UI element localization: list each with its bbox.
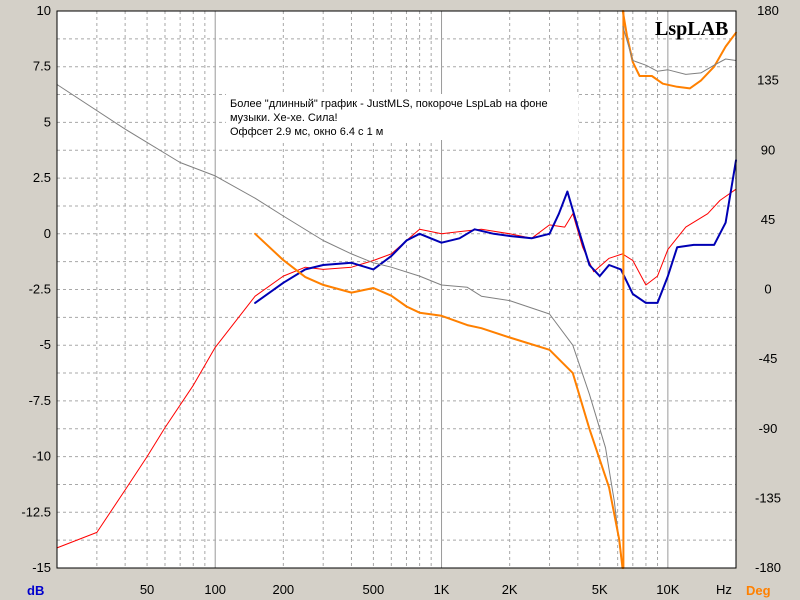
x-tick-label: 5K	[592, 582, 608, 597]
series-line-1	[56, 188, 737, 549]
plot-border	[56, 10, 737, 569]
y-left-tick-label: -5	[39, 337, 51, 352]
series-line-7	[622, 26, 737, 75]
y-right-tick-label: 90	[761, 142, 775, 157]
y-right-tick-label: 45	[761, 212, 775, 227]
x-tick-label: 100	[204, 582, 226, 597]
y-right-unit-label: Deg	[746, 583, 771, 598]
y-right-tick-label: 180	[757, 3, 779, 18]
x-tick-label: 200	[272, 582, 294, 597]
y-left-tick-label: -2.5	[29, 282, 51, 297]
annotation-line-1: Более "длинный" график - JustMLS, покоро…	[230, 98, 548, 110]
x-tick-label: 500	[363, 582, 385, 597]
y-right-tick-label: -180	[755, 560, 781, 575]
annotation-line-2: музыки. Хе-хе. Сила!	[230, 112, 338, 124]
y-left-tick-label: 5	[44, 114, 51, 129]
text-layer: 10 7.5 5 2.5 0 -2.5 -5 -7.5 -10 -12.5 -15 180 135 90 4…	[21, 3, 781, 597]
y-left-tick-label: -10	[32, 449, 51, 464]
x-unit-label: Hz	[716, 582, 732, 597]
annotation-box	[226, 94, 578, 140]
annotation-line-3: Оффсет 2.9 мс, окно 6.4 с 1 м	[230, 126, 383, 138]
x-tick-label: 1K	[434, 582, 450, 597]
y-left-tick-label: 7.5	[33, 59, 51, 74]
y-right-tick-label: 135	[757, 73, 779, 88]
y-right-tick-label: -90	[759, 421, 778, 436]
y-left-unit-label: dB	[27, 583, 44, 598]
brand-logo: LspLAB	[655, 18, 728, 40]
y-left-tick-label: -7.5	[29, 393, 51, 408]
y-right-tick-label: 0	[764, 282, 771, 297]
series-layer	[56, 10, 737, 569]
y-left-tick-label: -15	[32, 560, 51, 575]
y-left-tick-label: 10	[37, 3, 51, 18]
y-left-tick-label: 0	[44, 226, 51, 241]
x-tick-label: 50	[140, 582, 154, 597]
x-tick-label: 10K	[656, 582, 679, 597]
series-line-2	[254, 159, 737, 304]
series-line-3	[56, 84, 622, 558]
series-line-4	[254, 232, 624, 569]
y-right-tick-label: -45	[759, 351, 778, 366]
y-left-tick-label: 2.5	[33, 170, 51, 185]
y-right-tick-label: -135	[755, 490, 781, 505]
y-left-tick-label: -12.5	[21, 504, 51, 519]
x-tick-label: 2K	[502, 582, 518, 597]
